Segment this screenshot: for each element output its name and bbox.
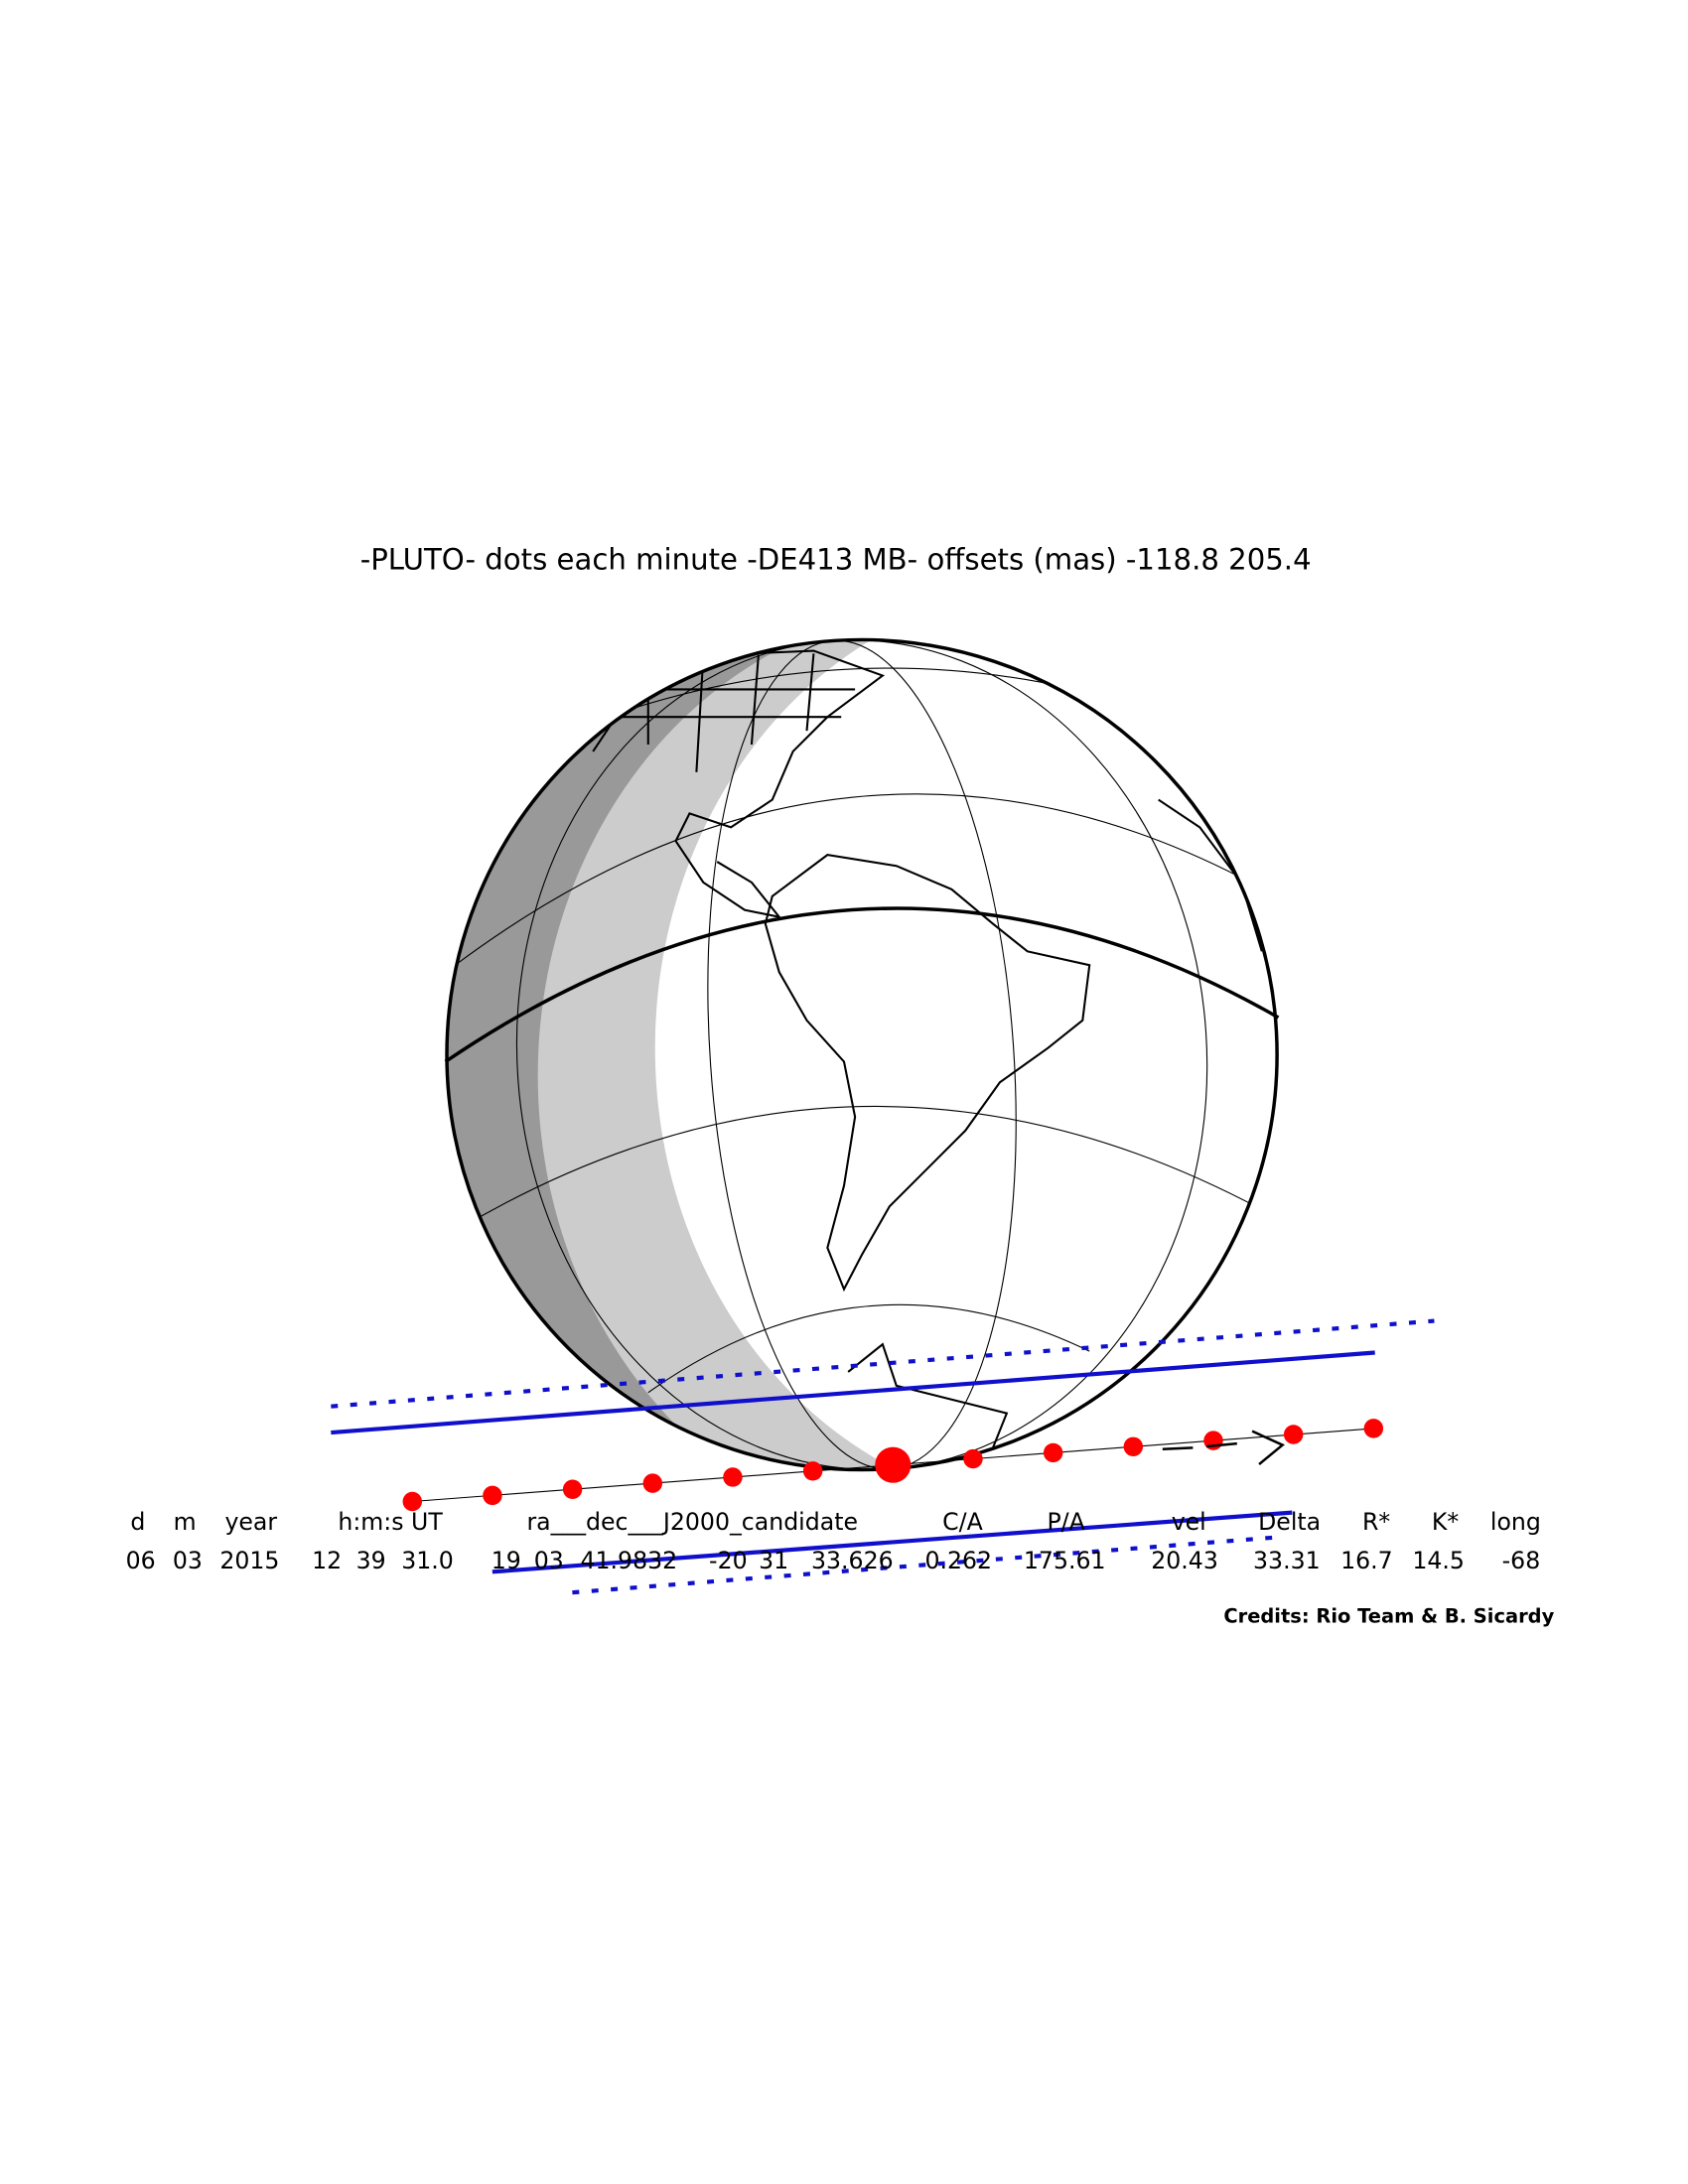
column-header: R* [1362, 1508, 1390, 1536]
column-value: 2015 [219, 1547, 279, 1574]
coastlines [592, 649, 1263, 1469]
column-value: 03 [534, 1547, 564, 1574]
column-value: 06 [126, 1547, 156, 1574]
minute-dot [1043, 1442, 1063, 1463]
direction-arrow [1162, 1430, 1286, 1465]
column-value: 175.61 [1024, 1547, 1106, 1574]
column-value: 39 [356, 1547, 386, 1574]
globe-outline [445, 637, 1279, 1472]
minute-dot [723, 1467, 743, 1487]
column-value: -68 [1502, 1547, 1541, 1574]
map-title: -PLUTO- dots each minute -DE413 MB- offs… [360, 542, 1312, 576]
column-value: 16.7 [1340, 1547, 1393, 1574]
shadow-limits [331, 1318, 1435, 1595]
info-table: d m year h:m:s UT ra___dec___J2000_candidate… [126, 1508, 1541, 1574]
minute-dot [562, 1479, 583, 1499]
column-header: ra___dec___J2000_candidate [526, 1508, 858, 1536]
column-header: year [224, 1508, 277, 1536]
column-header: C/A [942, 1508, 983, 1536]
column-header: m [174, 1508, 197, 1536]
minute-dot [402, 1491, 422, 1512]
column-value: 03 [173, 1547, 203, 1574]
column-header: P/A [1047, 1508, 1084, 1536]
minute-dot [1203, 1431, 1223, 1450]
column-value: 41.9832 [581, 1547, 678, 1574]
column-value: 33.31 [1253, 1547, 1321, 1574]
column-value: -20 [709, 1547, 748, 1574]
credits: Credits: Rio Team & B. Sicardy [1223, 1605, 1554, 1628]
column-header: Delta [1258, 1508, 1321, 1536]
minute-dot [1123, 1436, 1144, 1457]
column-value: 12 [312, 1547, 342, 1574]
column-value: 19 [492, 1547, 521, 1574]
minute-dot [802, 1461, 823, 1481]
column-value: 33.626 [811, 1547, 894, 1574]
minute-dot [963, 1448, 983, 1469]
column-header: vel [1172, 1508, 1206, 1536]
column-value: 14.5 [1412, 1547, 1465, 1574]
globe-shading [447, 639, 1278, 1470]
column-value: 31.0 [401, 1547, 454, 1574]
minute-dot [1283, 1425, 1304, 1444]
column-header: d [130, 1508, 145, 1536]
minute-dot [483, 1485, 502, 1506]
column-header: h:m:s UT [338, 1508, 443, 1536]
column-value: 20.43 [1151, 1547, 1218, 1574]
column-header: K* [1432, 1508, 1459, 1536]
column-header: long [1490, 1508, 1541, 1536]
minute-dot [1363, 1419, 1384, 1438]
column-value: 31 [759, 1547, 788, 1574]
equator [444, 906, 1280, 1063]
column-value: 0.262 [924, 1547, 992, 1574]
minute-dot [642, 1473, 663, 1493]
minute-dot [875, 1446, 912, 1483]
